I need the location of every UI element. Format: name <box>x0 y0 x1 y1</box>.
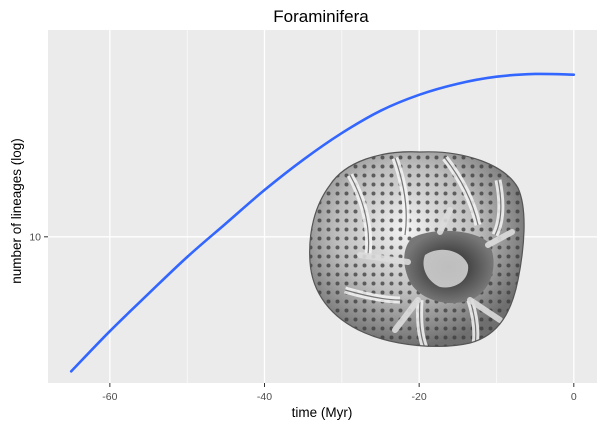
series-line <box>69 72 576 373</box>
foraminifera-shell-image <box>309 151 525 347</box>
y-tick-label: 10 <box>29 231 41 243</box>
y-axis-title: number of lineages (log) <box>9 138 24 284</box>
x-tick-label: -60 <box>102 391 117 403</box>
x-axis-title: time (Myr) <box>292 405 353 420</box>
chart-title: Foraminifera <box>273 7 369 26</box>
x-tick-label: -40 <box>257 391 272 403</box>
y-axis: 10 <box>29 231 48 243</box>
x-tick-label: -20 <box>412 391 427 403</box>
x-tick-label: 0 <box>571 391 577 403</box>
x-axis: -60 -40 -20 0 <box>102 383 577 403</box>
